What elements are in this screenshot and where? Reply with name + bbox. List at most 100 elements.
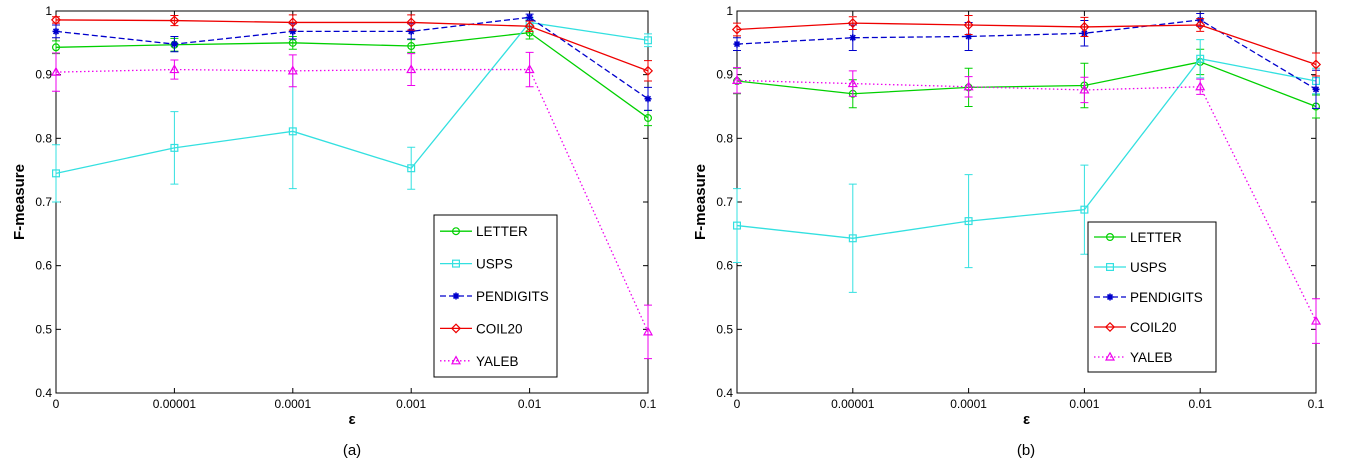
data-point <box>642 326 654 336</box>
y-tick-label: 0.9 <box>716 68 733 82</box>
series-coil20 <box>731 14 1322 77</box>
error-bar <box>733 188 741 263</box>
legend-label: YALEB <box>1130 350 1173 365</box>
data-point <box>170 40 178 48</box>
series-line <box>55 21 649 174</box>
series-line <box>736 61 1317 108</box>
data-point <box>847 78 858 88</box>
series-coil20 <box>50 14 654 82</box>
legend-marker <box>450 355 462 365</box>
series-line <box>736 19 1317 90</box>
chart-panel-a: 0.4 0.5 0.6 0.7 0.8 0.9 1 0 0.00001 0.0001 0.001 0.… <box>11 4 657 459</box>
data-point <box>51 43 60 52</box>
x-tick-label: 0.00001 <box>831 397 875 411</box>
data-point <box>52 27 60 35</box>
legend-label: PENDIGITS <box>1130 290 1203 305</box>
y-tick-label: 0.9 <box>35 68 52 82</box>
data-point <box>642 65 654 76</box>
data-point <box>406 64 417 74</box>
legend-label: PENDIGITS <box>476 289 549 304</box>
series-line <box>55 19 649 72</box>
error-bar <box>170 59 179 80</box>
data-point <box>1195 81 1206 91</box>
y-tick-label: 0.6 <box>716 259 733 273</box>
x-axis-label: ε <box>348 411 355 428</box>
x-axis-label: ε <box>1023 411 1030 428</box>
legend-label: COIL20 <box>1130 320 1177 335</box>
series-usps <box>732 39 1320 293</box>
y-tick-label: 1 <box>726 4 733 18</box>
x-tick-label: 0.01 <box>1189 397 1213 411</box>
legend-label: YALEB <box>476 354 519 369</box>
x-tick-label: 0 <box>53 397 60 411</box>
plot-area-frame <box>55 10 649 394</box>
series-letter <box>732 48 1320 119</box>
series-yaleb <box>731 67 1322 344</box>
series-line <box>736 58 1317 239</box>
error-bar <box>525 51 534 88</box>
series-pendigits <box>52 13 652 111</box>
legend-label: LETTER <box>476 224 528 239</box>
data-point <box>51 169 60 178</box>
y-tick-label: 0.8 <box>716 131 733 145</box>
x-tick-label: 0.1 <box>640 397 657 411</box>
data-point <box>1196 54 1205 63</box>
x-tick-label: 0.01 <box>518 397 542 411</box>
data-point <box>849 34 857 42</box>
x-tick-label: 0.00001 <box>153 397 197 411</box>
data-point <box>407 42 416 51</box>
legend-marker <box>452 227 461 236</box>
data-point <box>963 19 974 31</box>
data-point <box>524 64 535 74</box>
series-pendigits <box>733 13 1320 109</box>
y-axis-label: F-measure <box>11 164 28 240</box>
error-bar <box>1312 52 1320 77</box>
data-point <box>288 127 297 136</box>
series-line <box>736 79 1317 322</box>
panel-label: (b) <box>1017 442 1035 459</box>
legend-marker <box>1104 351 1116 361</box>
data-point <box>50 66 62 76</box>
data-point <box>287 17 298 28</box>
y-tick-label: 0.6 <box>35 259 52 273</box>
data-point <box>1079 21 1090 32</box>
legend-label: USPS <box>476 257 513 272</box>
data-point <box>170 143 179 152</box>
error-bar <box>964 76 973 98</box>
data-point <box>1195 19 1206 31</box>
x-tick-label: 0.0001 <box>274 397 311 411</box>
y-tick-label: 0.8 <box>35 131 52 145</box>
legend-marker <box>452 259 461 268</box>
data-point <box>50 14 62 25</box>
error-bar <box>407 53 416 86</box>
data-point <box>848 234 857 243</box>
series-yaleb <box>50 51 654 360</box>
error-bar <box>848 70 857 97</box>
data-point <box>733 40 741 48</box>
error-bar <box>733 67 741 94</box>
legend: LETTER USPS PENDIGITS COIL20 YALEB <box>1087 221 1217 373</box>
x-tick-label: 0.001 <box>396 397 426 411</box>
data-point <box>1080 205 1089 214</box>
y-tick-label: 0.5 <box>35 322 52 336</box>
y-tick-label: 0.4 <box>35 386 52 400</box>
legend-marker <box>452 292 460 300</box>
x-tick-label: 0.1 <box>1308 397 1325 411</box>
data-point <box>1310 59 1322 70</box>
series-line <box>55 68 649 333</box>
data-point <box>407 164 416 173</box>
x-tick-label: 0 <box>734 397 741 411</box>
series-line <box>55 31 649 119</box>
data-point <box>289 27 297 35</box>
legend-label: USPS <box>1130 260 1167 275</box>
y-tick-label: 1 <box>45 4 52 18</box>
data-point <box>643 113 652 122</box>
series-line <box>736 22 1317 66</box>
y-tick-label: 0.7 <box>35 195 52 209</box>
legend-marker <box>1104 321 1116 333</box>
data-point <box>731 74 743 84</box>
data-point <box>963 81 974 91</box>
x-tick-label: 0.001 <box>1069 397 1099 411</box>
data-point <box>731 24 743 35</box>
